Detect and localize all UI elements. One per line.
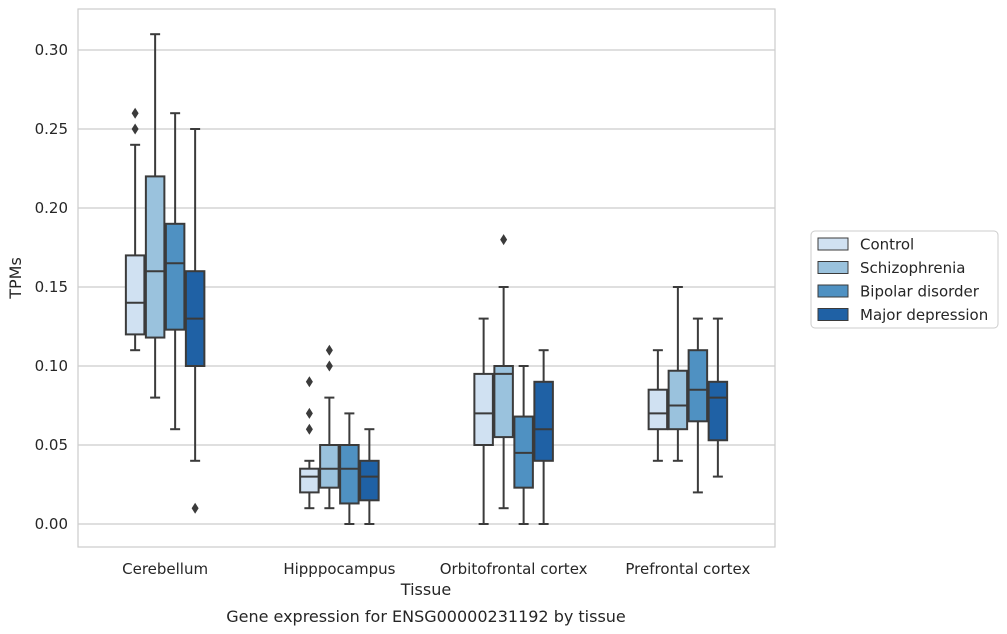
box-iqr: [667, 369, 689, 431]
legend-swatch: [817, 308, 849, 321]
y-axis-label: TPMs: [6, 257, 25, 300]
box-iqr: [687, 349, 709, 423]
y-axis-ticks: 0.00 0.05 0.10 0.15 0.20 0.25 0.30: [35, 41, 68, 533]
legend-item: Bipolar disorder: [817, 283, 980, 301]
outlier-point: [191, 502, 199, 514]
y-tick-label: 0.05: [35, 436, 68, 454]
box-group: [513, 365, 534, 525]
outlier-point: [131, 107, 139, 119]
legend-label: Schizophrenia: [860, 259, 965, 277]
y-tick-label: 0.30: [35, 41, 68, 59]
box-group: [473, 317, 494, 525]
legend-label: Major depression: [860, 306, 988, 324]
box-group: [164, 112, 186, 431]
box-group: [687, 317, 709, 494]
y-tick-label: 0.20: [35, 199, 68, 217]
x-tick-label: Hipppocampus: [283, 560, 395, 578]
legend-item: Major depression: [817, 306, 988, 324]
x-tick-label: Cerebellum: [122, 560, 208, 578]
box-group: [144, 33, 166, 399]
legend-label: Control: [860, 236, 914, 254]
y-tick-label: 0.00: [35, 515, 68, 533]
legend: Control Schizophrenia Bipolar disorder Majo…: [810, 230, 999, 329]
box-group: [533, 349, 554, 525]
box-iqr: [164, 222, 186, 331]
box-group: [124, 107, 146, 352]
box-iqr: [359, 459, 380, 502]
box-plot-series: [124, 33, 729, 525]
outlier-point: [305, 423, 313, 435]
outlier-point: [305, 376, 313, 388]
y-tick-label: 0.15: [35, 278, 68, 296]
chart-caption: Gene expression for ENSG00000231192 by t…: [226, 607, 626, 626]
plot-frame: [77, 8, 776, 548]
legend-swatch: [817, 284, 849, 298]
box-iqr: [124, 254, 146, 336]
legend-item: Control: [817, 236, 914, 254]
legend-label: Bipolar disorder: [860, 283, 980, 301]
y-tick-label: 0.25: [35, 120, 68, 138]
box-iqr: [493, 365, 514, 439]
box-group: [339, 412, 360, 525]
legend-swatch: [817, 261, 849, 274]
box-group: [319, 344, 340, 510]
box-iqr: [339, 444, 360, 505]
x-axis-ticks: Cerebellum Hipppocampus Orbitofrontal cort…: [122, 560, 750, 578]
box-iqr: [299, 467, 320, 494]
box-group: [299, 376, 320, 510]
box-iqr: [647, 388, 669, 431]
box-group: [359, 428, 380, 525]
outlier-point: [325, 360, 333, 372]
box-group: [667, 286, 689, 462]
box-group: [184, 128, 206, 514]
box-iqr: [319, 444, 340, 489]
x-tick-label: Prefrontal cortex: [625, 560, 750, 578]
box-iqr: [533, 380, 554, 462]
y-tick-label: 0.10: [35, 357, 68, 375]
legend-swatch: [817, 237, 849, 251]
legend-frame: [810, 230, 999, 329]
outlier-point: [131, 123, 139, 135]
box-iqr: [144, 175, 166, 339]
legend-items: Control Schizophrenia Bipolar disorder Majo…: [817, 236, 988, 324]
outlier-point: [500, 234, 508, 246]
box-group: [493, 234, 514, 510]
box-group: [707, 317, 729, 478]
box-group: [647, 349, 669, 462]
box-iqr: [707, 380, 729, 442]
x-axis-label: Tissue: [400, 580, 451, 599]
legend-item: Schizophrenia: [817, 259, 965, 277]
x-tick-label: Orbitofrontal cortex: [440, 560, 588, 578]
box-iqr: [473, 372, 494, 446]
outlier-point: [325, 344, 333, 356]
outlier-point: [305, 407, 313, 419]
